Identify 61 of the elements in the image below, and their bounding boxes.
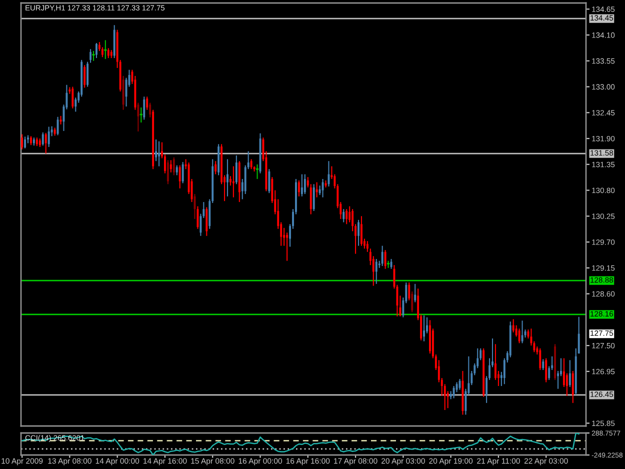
candlestick [316,182,318,198]
candlestick [423,314,425,342]
candlestick [172,156,175,176]
candlestick [408,282,410,301]
candlestick [348,206,351,223]
candlestick [96,42,98,59]
candlestick [107,48,110,59]
candlestick [72,86,74,109]
candlestick [86,61,89,88]
candlestick [518,328,520,344]
candlestick [381,245,384,267]
candlestick [21,134,24,150]
candlestick [48,126,50,148]
candlestick [358,219,360,246]
candlestick [206,206,208,236]
candlestick [366,240,368,252]
candlestick [149,102,152,118]
candlestick [178,164,181,189]
candlestick [226,158,228,197]
candlestick [360,216,362,246]
candlestick [342,208,345,223]
candlestick [304,174,306,195]
candlestick [375,258,378,284]
candlestick [84,64,86,88]
candlestick [268,168,270,194]
candlestick [158,140,160,167]
candlestick [166,160,169,185]
candlestick [384,250,386,270]
candlestick [545,358,548,383]
candlestick [521,320,524,344]
candlestick [56,116,59,136]
candlestick [312,184,315,212]
candlestick [346,208,348,225]
candlestick [24,136,26,149]
candlestick [146,96,148,110]
candlestick [568,360,571,388]
candlestick [170,160,172,173]
candlestick [214,160,217,175]
candlestick [90,48,92,64]
candlestick [235,154,238,185]
candlestick [182,162,184,184]
candlestick [512,318,514,333]
candlestick [300,174,303,197]
candlestick [310,184,312,215]
candlestick [452,385,455,399]
candlestick [414,283,416,303]
candlestick [143,96,146,120]
candlestick [42,132,44,146]
candlestick [411,290,414,313]
candlestick [572,370,574,404]
candlestick [539,348,542,371]
candlestick [137,102,140,132]
candlestick [44,132,47,154]
candlestick [298,180,300,197]
candlestick [196,206,199,230]
candlestick [176,164,178,176]
candlestick [286,232,288,262]
candlestick [322,178,324,198]
candlestick [542,358,544,371]
line-series [21,433,580,455]
candlestick [250,158,252,170]
